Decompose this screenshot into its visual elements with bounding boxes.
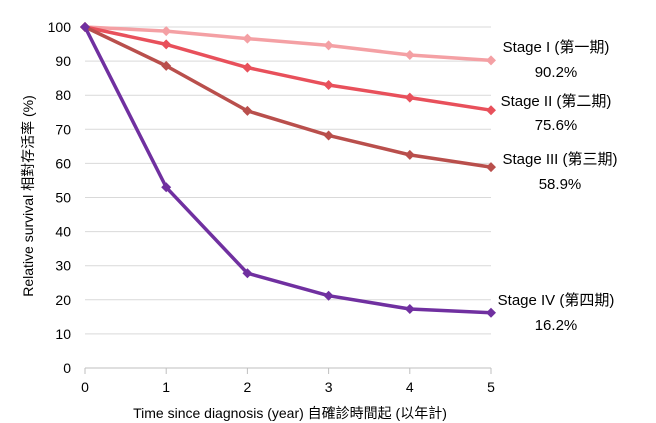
y-tick-label: 90 bbox=[55, 53, 71, 69]
series-3 bbox=[80, 22, 496, 173]
y-tick-label: 20 bbox=[55, 292, 71, 308]
data-point-marker bbox=[161, 39, 172, 50]
series-4 bbox=[80, 22, 496, 318]
x-tick-label: 2 bbox=[244, 379, 252, 395]
data-point-marker bbox=[161, 182, 172, 193]
series-2 bbox=[80, 22, 496, 116]
x-tick-label: 4 bbox=[406, 379, 414, 395]
y-tick-label: 40 bbox=[55, 224, 71, 240]
y-tick-label: 0 bbox=[63, 360, 71, 376]
data-point-marker bbox=[486, 307, 496, 318]
data-point-marker bbox=[242, 105, 253, 116]
series-end-value-label: 58.9% bbox=[539, 176, 582, 193]
data-point-marker bbox=[242, 62, 253, 73]
data-point-marker bbox=[404, 49, 415, 60]
x-tick-labels: 0 1 2 3 4 5 bbox=[81, 379, 495, 395]
x-tick-label: 1 bbox=[162, 379, 170, 395]
series-line bbox=[84, 25, 492, 169]
series-name-label: Stage III (第三期) bbox=[502, 150, 617, 168]
data-point-marker bbox=[323, 130, 334, 141]
data-point-marker bbox=[161, 26, 172, 37]
series-end-value-label: 16.2% bbox=[535, 317, 578, 334]
y-tick-labels: 0 10 20 30 40 50 60 70 80 90 100 bbox=[48, 19, 72, 376]
data-point-marker bbox=[486, 105, 496, 116]
data-point-marker bbox=[323, 40, 334, 51]
series-1 bbox=[80, 22, 496, 66]
x-axis-title: Time since diagnosis (year) 自確診時間起 (以年計) bbox=[133, 405, 447, 421]
x-tick-label: 3 bbox=[325, 379, 333, 395]
series-name-label: Stage IV (第四期) bbox=[498, 291, 615, 309]
gridlines bbox=[85, 26, 491, 335]
series-end-value-label: 90.2% bbox=[535, 64, 578, 81]
x-tick-label: 5 bbox=[487, 379, 495, 395]
data-point-marker bbox=[242, 33, 253, 44]
data-point-marker bbox=[323, 290, 334, 301]
series-name-label: Stage I (第一期) bbox=[503, 38, 610, 56]
series-name-label: Stage II (第二期) bbox=[501, 92, 612, 110]
y-tick-label: 50 bbox=[55, 190, 71, 206]
series-line bbox=[84, 25, 492, 112]
data-point-marker bbox=[161, 60, 172, 71]
x-tick-label: 0 bbox=[81, 379, 89, 395]
series-line bbox=[83, 26, 492, 315]
y-tick-label: 30 bbox=[55, 258, 71, 274]
series-end-value-label: 75.6% bbox=[535, 117, 578, 134]
data-point-marker bbox=[323, 79, 334, 90]
y-tick-label: 80 bbox=[55, 87, 71, 103]
y-tick-label: 60 bbox=[55, 155, 71, 171]
data-point-marker bbox=[404, 304, 415, 315]
data-point-marker bbox=[80, 22, 90, 32]
data-point-marker bbox=[242, 268, 253, 279]
y-tick-label: 70 bbox=[55, 121, 71, 137]
series-end-labels: Stage I (第一期) 90.2% Stage II (第二期) 75.6% Sta… bbox=[498, 38, 618, 334]
data-point-marker bbox=[404, 92, 415, 103]
y-tick-label: 100 bbox=[48, 19, 72, 35]
data-point-marker bbox=[486, 162, 496, 173]
data-point-marker bbox=[404, 149, 415, 160]
series-line bbox=[84, 25, 492, 63]
series-lines bbox=[80, 22, 496, 318]
axes bbox=[84, 367, 492, 374]
y-axis-title: Relative survival 相對存活率 (%) bbox=[20, 95, 36, 296]
y-tick-label: 10 bbox=[55, 326, 71, 342]
data-point-marker bbox=[486, 55, 496, 66]
